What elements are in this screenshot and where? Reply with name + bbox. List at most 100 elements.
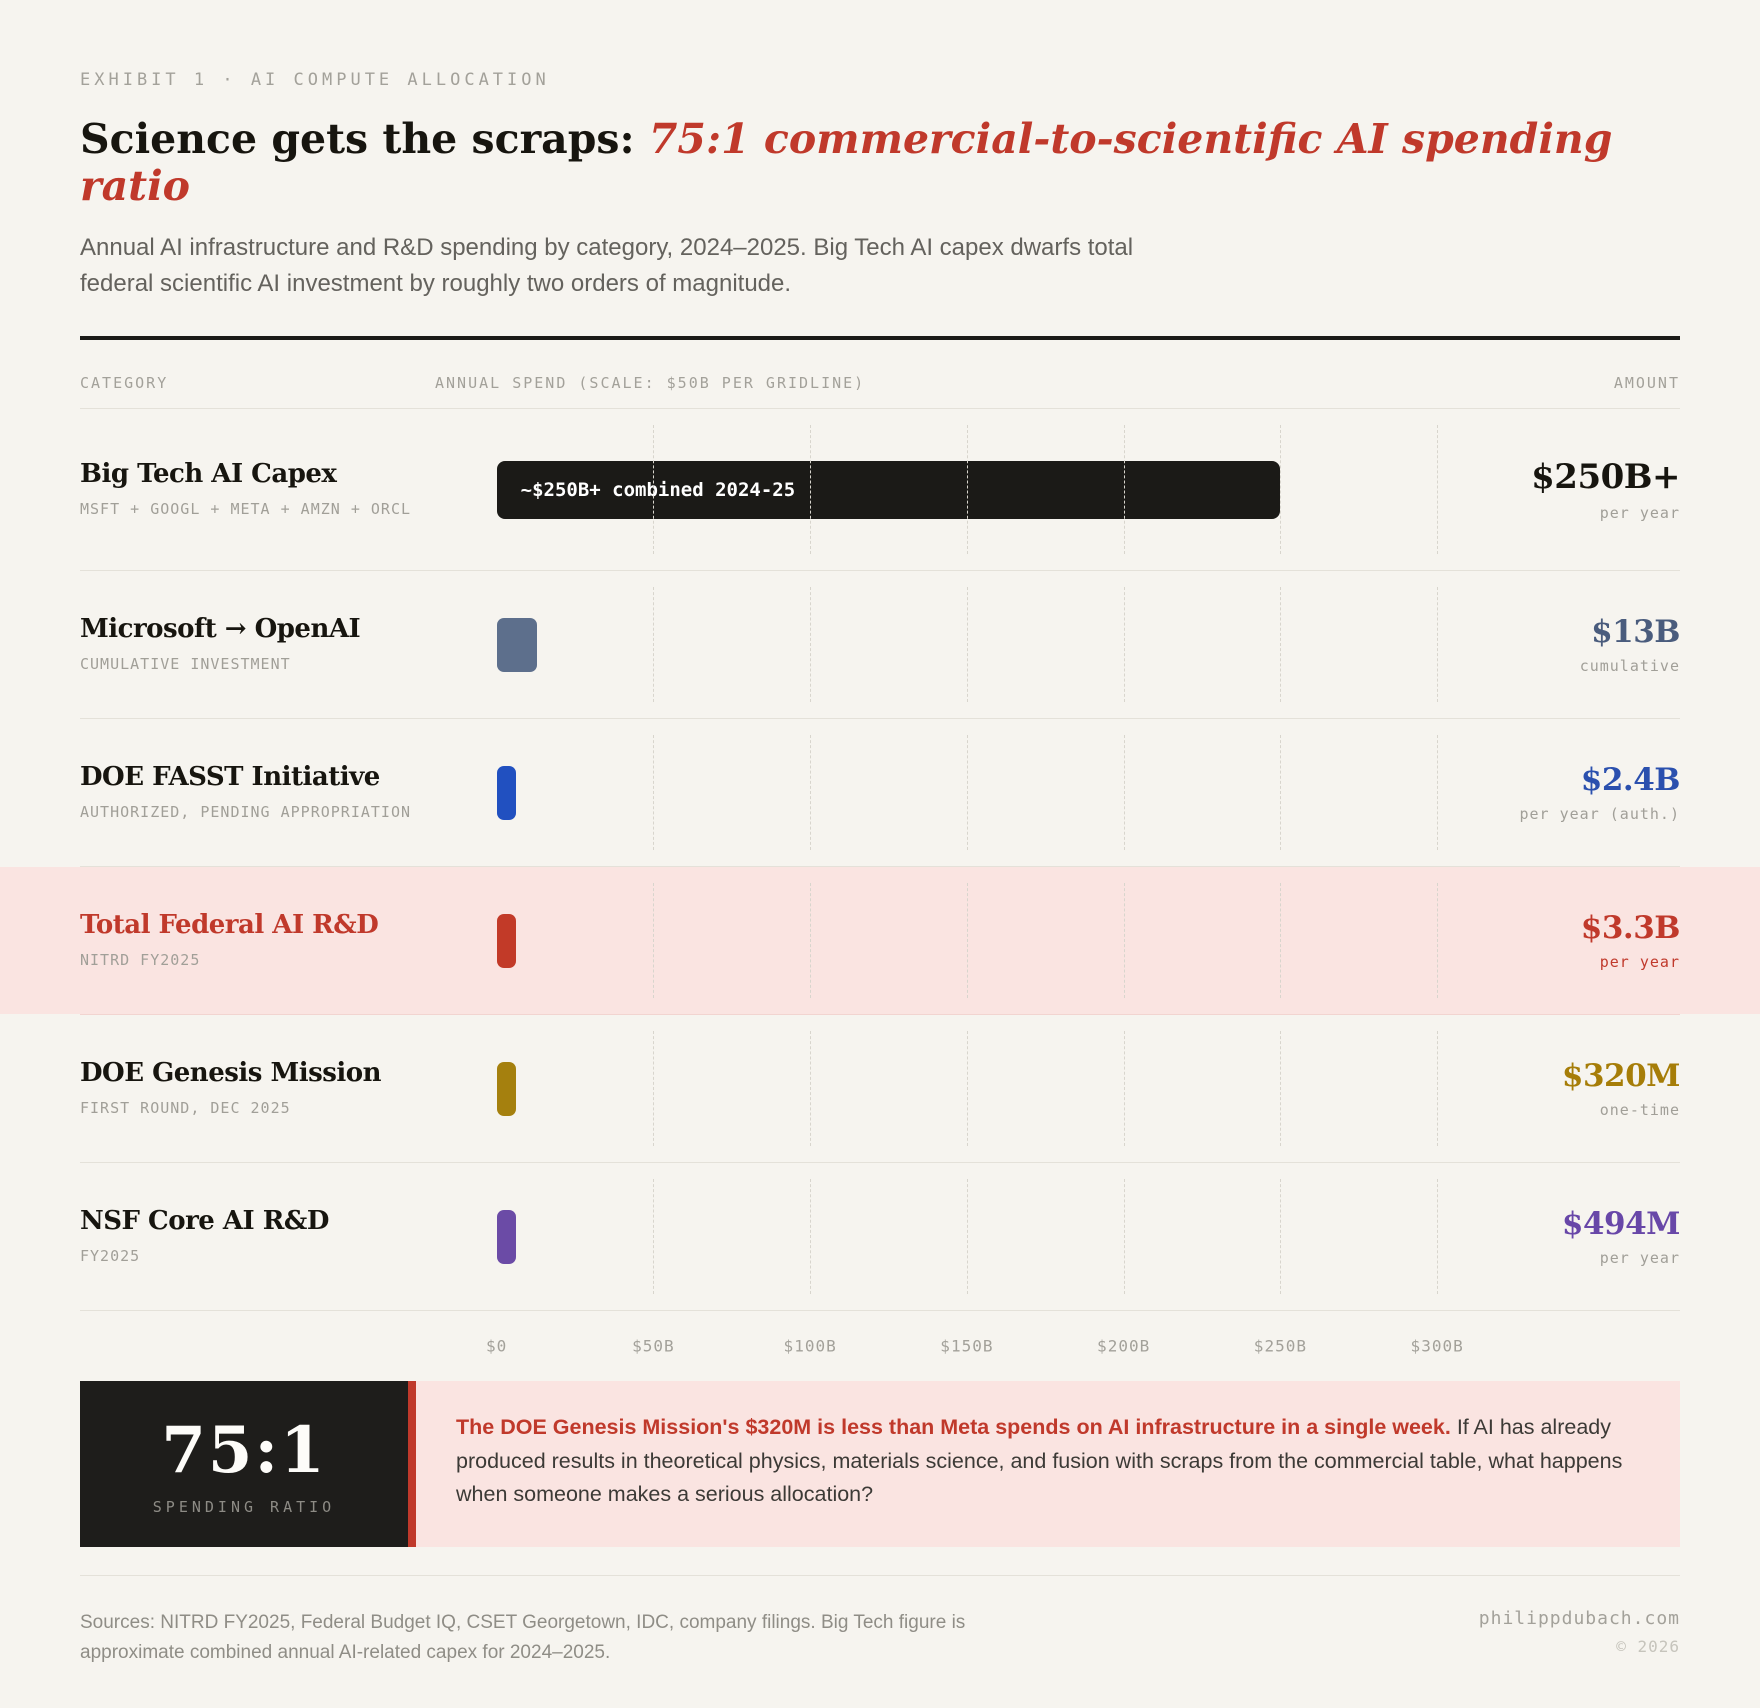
category-subtitle: NITRD FY2025 <box>80 951 201 970</box>
site-link[interactable]: philippdubach.com <box>1478 1608 1680 1630</box>
category-subtitle: AUTHORIZED, PENDING APPROPRIATION <box>80 803 412 822</box>
axis-right-spacer <box>1480 1311 1680 1381</box>
callout-accent-stripe <box>408 1381 416 1548</box>
gridline-100b <box>810 587 812 703</box>
axis-tick-label: $300B <box>1410 1336 1464 1356</box>
ratio-label: SPENDING RATIO <box>152 1497 336 1516</box>
gridline-100b <box>810 425 812 555</box>
amount-cell: $494M per year <box>1480 1206 1681 1268</box>
gridline-50b <box>653 883 655 999</box>
footer: Sources: NITRD FY2025, Federal Budget IQ… <box>80 1576 1680 1667</box>
gridline-300b <box>1437 587 1439 703</box>
axis-tick-label: $200B <box>1097 1336 1151 1356</box>
category-subtitle: FY2025 <box>80 1247 141 1266</box>
axis-tick-label: $0 <box>486 1336 508 1356</box>
gridline-50b <box>653 425 655 555</box>
bar-microsoft-openai <box>496 617 538 672</box>
ratio-callout: 75:1 SPENDING RATIO The DOE Genesis Miss… <box>80 1381 1680 1548</box>
category-name: Big Tech AI Capex <box>80 459 337 490</box>
gridline-50b <box>653 1031 655 1147</box>
bar-doe-fasst <box>496 765 516 820</box>
gridline-50b <box>653 587 655 703</box>
gridline-200b <box>1123 735 1125 851</box>
category-cell: DOE Genesis Mission FIRST ROUND, DEC 202… <box>80 1058 435 1120</box>
chart-cell <box>435 719 1480 866</box>
gridline-300b <box>1437 425 1439 555</box>
axis-tick-label: $100B <box>783 1336 837 1356</box>
amount-sub: per year <box>1599 1249 1680 1268</box>
amount-cell: $2.4B per year (auth.) <box>1480 762 1681 824</box>
category-cell: DOE FASST Initiative AUTHORIZED, PENDING… <box>80 762 435 824</box>
column-header-category: CATEGORY <box>80 374 169 393</box>
title-lead: Science gets the scraps: <box>80 115 649 163</box>
gridline-50b <box>653 735 655 851</box>
axis-tick-label: $50B <box>632 1336 675 1356</box>
ratio-box: 75:1 SPENDING RATIO <box>80 1381 408 1548</box>
amount-value: $250B+ <box>1531 457 1680 498</box>
copyright: © 2026 <box>1616 1637 1680 1657</box>
amount-value: $13B <box>1591 614 1680 651</box>
subtitle: Annual AI infrastructure and R&D spendin… <box>80 234 1134 298</box>
title-emphasis: 75:1 commercial-to-scientific AI spendin… <box>80 115 1613 211</box>
amount-value: $320M <box>1561 1058 1681 1095</box>
gridline-300b <box>1437 1179 1439 1295</box>
gridline-150b <box>966 425 968 555</box>
gridline-300b <box>1437 1031 1439 1147</box>
gridline-250b <box>1280 587 1282 703</box>
category-name: NSF Core AI R&D <box>80 1206 329 1237</box>
gridline-150b <box>966 1179 968 1295</box>
axis-tick-label: $150B <box>940 1336 994 1356</box>
amount-cell: $320M one-time <box>1480 1058 1681 1119</box>
gridline-250b <box>1280 1179 1282 1295</box>
category-subtitle: CUMULATIVE INVESTMENT <box>80 655 291 674</box>
gridline-150b <box>966 735 968 851</box>
gridline-250b <box>1280 735 1282 851</box>
category-name: Microsoft → OpenAI <box>80 614 361 645</box>
bar-total-federal-ai-rd <box>496 913 516 968</box>
callout-text: The DOE Genesis Mission's $320M is less … <box>416 1381 1680 1548</box>
gridline-100b <box>810 883 812 999</box>
callout-body-text: If AI has already produced results in th… <box>456 1415 1623 1506</box>
amount-sub: per year <box>1599 504 1680 523</box>
amount-cell: $3.3B per year <box>1480 910 1681 972</box>
amount-sub: per year (auth.) <box>1519 805 1680 824</box>
gridline-150b <box>966 587 968 703</box>
gridline-300b <box>1437 735 1439 851</box>
column-headers: CATEGORY ANNUAL SPEND (SCALE: $50B PER G… <box>80 340 1680 410</box>
category-subtitle: MSFT + GOOGL + META + AMZN + ORCL <box>80 500 412 519</box>
gridline-200b <box>1123 883 1125 999</box>
gridline-150b <box>966 883 968 999</box>
amount-sub: per year <box>1599 953 1680 972</box>
chart-cell <box>435 1163 1480 1310</box>
chart-cell <box>435 867 1480 1014</box>
footer-rule <box>80 1575 1680 1577</box>
page-title: Science gets the scraps: 75:1 commercial… <box>80 115 1680 211</box>
ratio-value: 75:1 <box>161 1412 327 1488</box>
x-axis: $0 $50B $100B $150B $200B $250B $300B <box>80 1311 1680 1381</box>
infographic-page: EXHIBIT 1 · AI COMPUTE ALLOCATION Scienc… <box>0 70 1760 1667</box>
chart-cell: ~$250B+ combined 2024-25 <box>435 409 1480 570</box>
table-row-big-tech-capex: Big Tech AI Capex MSFT + GOOGL + META + … <box>80 409 1681 572</box>
amount-value: $2.4B <box>1580 762 1681 799</box>
category-name: DOE FASST Initiative <box>80 762 380 793</box>
category-subtitle: FIRST ROUND, DEC 2025 <box>80 1099 291 1118</box>
bar-nsf-core-ai-rd <box>496 1209 516 1264</box>
amount-sub: cumulative <box>1579 657 1680 676</box>
chart-cell <box>435 571 1480 718</box>
category-name: Total Federal AI R&D <box>80 910 379 941</box>
table-row-microsoft-openai: Microsoft → OpenAI CUMULATIVE INVESTMENT… <box>80 571 1681 720</box>
category-cell: Microsoft → OpenAI CUMULATIVE INVESTMENT <box>80 614 435 676</box>
bar-doe-genesis <box>496 1061 516 1116</box>
amount-value: $494M <box>1561 1206 1681 1243</box>
gridline-250b <box>1280 883 1282 999</box>
category-cell: NSF Core AI R&D FY2025 <box>80 1206 435 1268</box>
gridline-200b <box>1123 425 1125 555</box>
table-row-nsf-core-ai-rd: NSF Core AI R&D FY2025 $494M per year <box>80 1163 1681 1312</box>
chart-cell <box>435 1015 1480 1162</box>
axis-tick-track: $0 $50B $100B $150B $200B $250B $300B <box>435 1311 1480 1381</box>
amount-cell: $250B+ per year <box>1480 457 1680 522</box>
gridline-200b <box>1123 587 1125 703</box>
amount-cell: $13B cumulative <box>1480 614 1681 676</box>
sources-note: Sources: NITRD FY2025, Federal Budget IQ… <box>80 1612 966 1663</box>
gridline-200b <box>1123 1031 1125 1147</box>
